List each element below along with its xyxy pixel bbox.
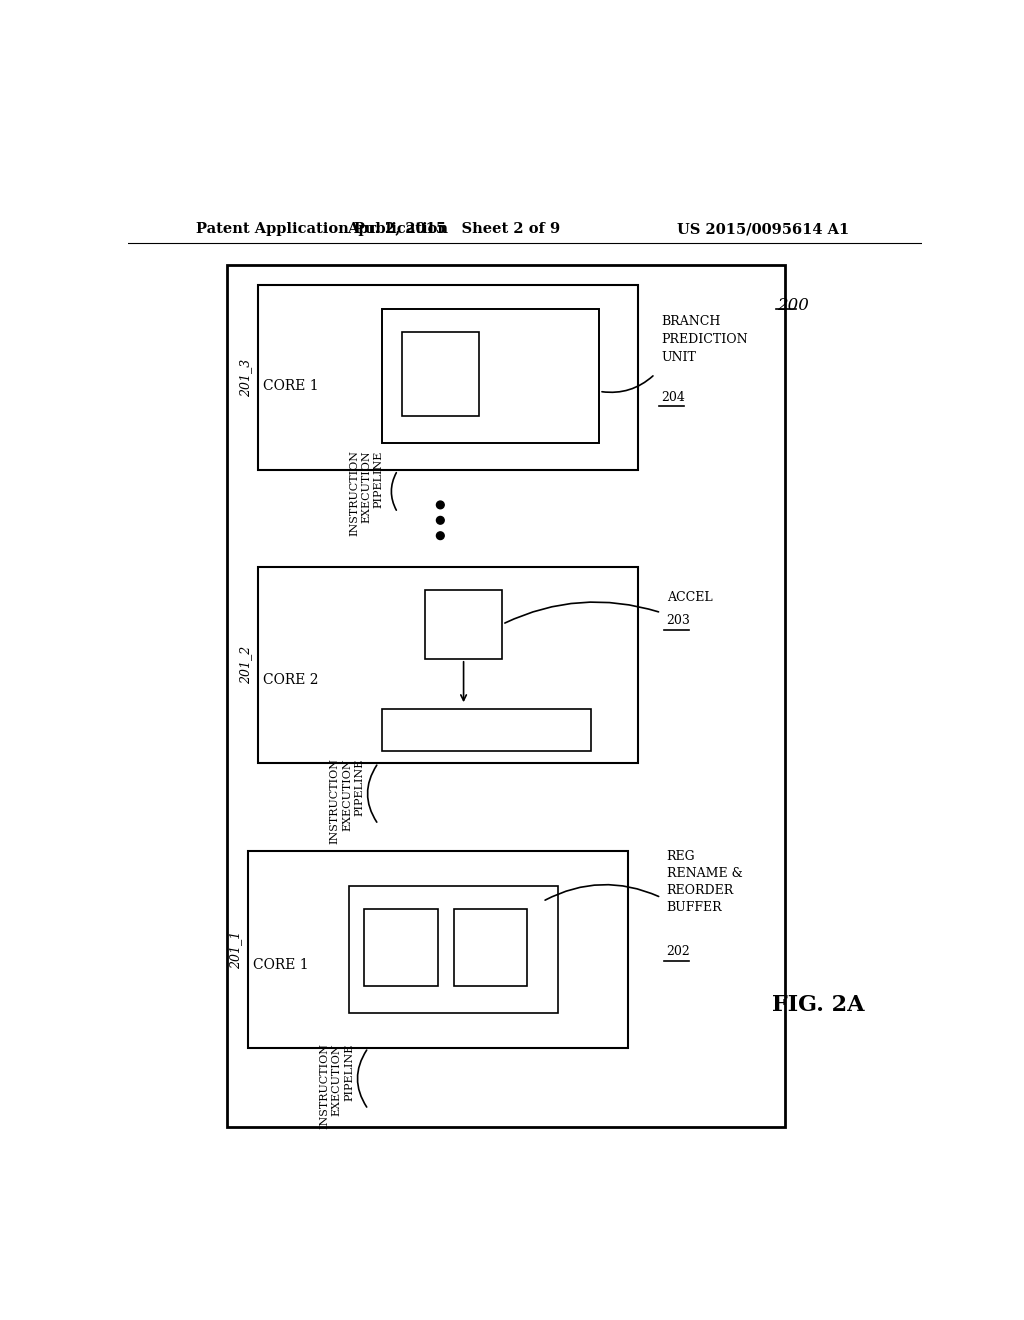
Bar	[401, 331, 479, 416]
Text: Patent Application Publication: Patent Application Publication	[197, 222, 449, 236]
Circle shape	[436, 532, 444, 540]
Bar	[227, 264, 785, 1127]
Text: 201_2: 201_2	[239, 645, 252, 684]
Bar	[365, 909, 438, 986]
Bar	[349, 886, 558, 1014]
Text: 202: 202	[667, 945, 690, 958]
Text: CORE 1: CORE 1	[263, 379, 318, 392]
Bar	[382, 309, 599, 444]
Circle shape	[436, 516, 444, 524]
Text: US 2015/0095614 A1: US 2015/0095614 A1	[677, 222, 850, 236]
Bar	[258, 285, 638, 470]
Text: CORE 2: CORE 2	[263, 673, 318, 688]
Bar	[382, 709, 592, 751]
Text: CORE 1: CORE 1	[253, 958, 308, 972]
Text: ACCEL: ACCEL	[667, 591, 713, 603]
Text: FIG. 2A: FIG. 2A	[771, 994, 864, 1016]
Bar	[248, 851, 628, 1048]
Bar	[258, 566, 638, 763]
Text: INSTRUCTION
EXECUTION
PIPELINE: INSTRUCTION EXECUTION PIPELINE	[330, 759, 365, 845]
Circle shape	[436, 502, 444, 508]
Text: Apr. 2, 2015   Sheet 2 of 9: Apr. 2, 2015 Sheet 2 of 9	[347, 222, 560, 236]
Bar	[454, 909, 527, 986]
Text: BRANCH
PREDICTION
UNIT: BRANCH PREDICTION UNIT	[662, 315, 748, 364]
Text: 203: 203	[667, 614, 690, 627]
Text: 200: 200	[777, 297, 809, 314]
Text: INSTRUCTION
EXECUTION
PIPELINE: INSTRUCTION EXECUTION PIPELINE	[319, 1043, 354, 1129]
Text: 201_1: 201_1	[229, 931, 242, 969]
Text: 201_3: 201_3	[239, 359, 252, 397]
Text: INSTRUCTION
EXECUTION
PIPELINE: INSTRUCTION EXECUTION PIPELINE	[349, 450, 384, 536]
Text: REG
RENAME &
REORDER
BUFFER: REG RENAME & REORDER BUFFER	[667, 850, 742, 915]
Text: 204: 204	[662, 391, 685, 404]
Bar	[425, 590, 503, 659]
